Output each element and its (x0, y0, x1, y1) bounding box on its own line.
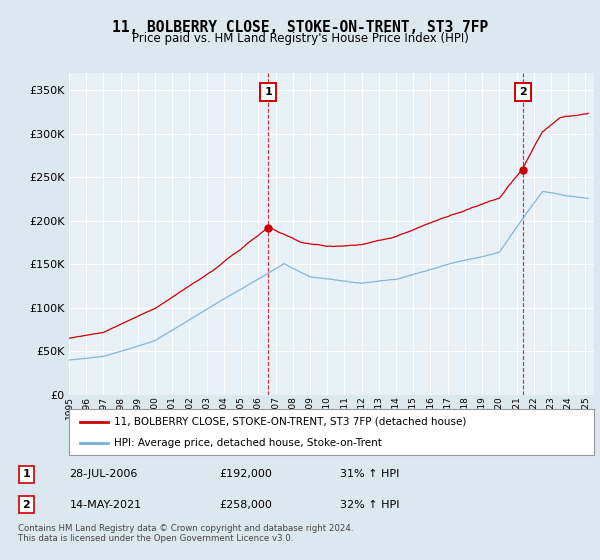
Text: £258,000: £258,000 (220, 500, 272, 510)
Text: 31% ↑ HPI: 31% ↑ HPI (340, 469, 400, 479)
Text: Contains HM Land Registry data © Crown copyright and database right 2024.
This d: Contains HM Land Registry data © Crown c… (18, 524, 353, 543)
Text: 1: 1 (23, 469, 30, 479)
Text: 28-JUL-2006: 28-JUL-2006 (70, 469, 138, 479)
Text: 11, BOLBERRY CLOSE, STOKE-ON-TRENT, ST3 7FP (detached house): 11, BOLBERRY CLOSE, STOKE-ON-TRENT, ST3 … (113, 417, 466, 427)
Text: Price paid vs. HM Land Registry's House Price Index (HPI): Price paid vs. HM Land Registry's House … (131, 32, 469, 45)
Text: 11, BOLBERRY CLOSE, STOKE-ON-TRENT, ST3 7FP: 11, BOLBERRY CLOSE, STOKE-ON-TRENT, ST3 … (112, 20, 488, 35)
Text: £192,000: £192,000 (220, 469, 272, 479)
Text: 1: 1 (264, 87, 272, 97)
Text: 2: 2 (519, 87, 527, 97)
Text: 32% ↑ HPI: 32% ↑ HPI (340, 500, 400, 510)
Text: 2: 2 (23, 500, 30, 510)
Text: HPI: Average price, detached house, Stoke-on-Trent: HPI: Average price, detached house, Stok… (113, 438, 382, 448)
Text: 14-MAY-2021: 14-MAY-2021 (70, 500, 142, 510)
